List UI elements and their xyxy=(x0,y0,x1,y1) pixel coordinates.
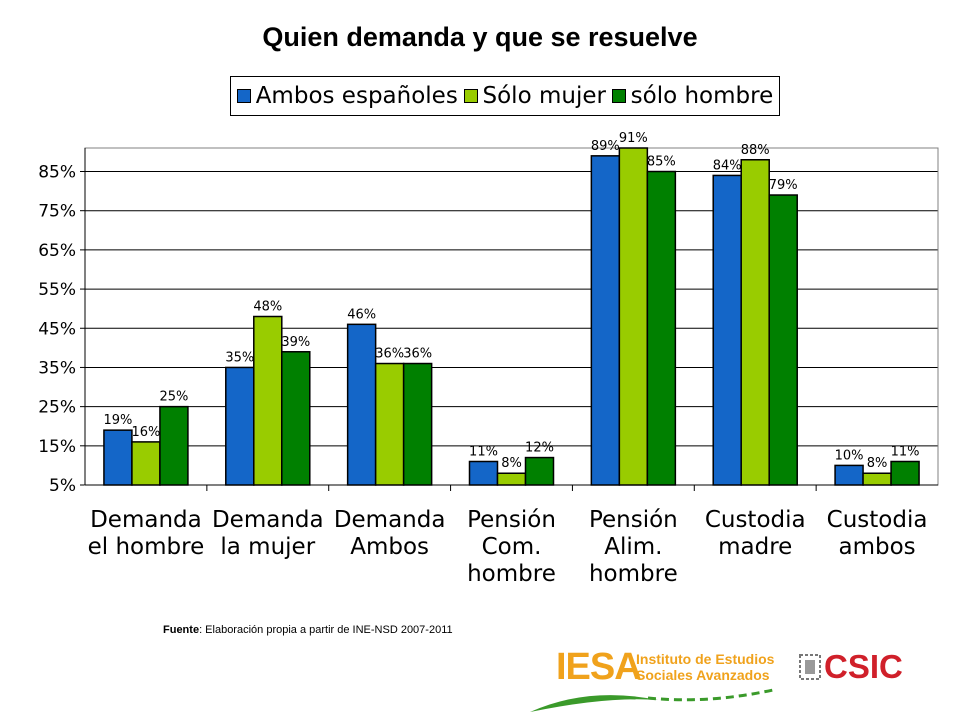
bar xyxy=(712,174,742,486)
x-tick-label: Custodia xyxy=(827,507,928,533)
legend-label: Sólo mujer xyxy=(482,83,606,109)
data-label: 88% xyxy=(741,143,770,158)
x-tick-label: el hombre xyxy=(88,534,205,560)
bar xyxy=(890,460,920,486)
bar xyxy=(740,159,770,486)
source-note: Fuente: Elaboración propia a partir de I… xyxy=(163,624,453,636)
x-tick-label: Com. xyxy=(482,534,542,560)
data-label: 85% xyxy=(647,155,676,170)
x-tick-label: madre xyxy=(718,534,792,560)
bar xyxy=(346,323,377,486)
data-label: 19% xyxy=(103,413,132,428)
x-tick-label: Alim. xyxy=(604,534,662,560)
x-tick-label: Demanda xyxy=(90,507,202,533)
iesa-logo-mark: IESA xyxy=(556,646,642,688)
x-tick-label: Demanda xyxy=(334,507,446,533)
iesa-swoosh-icon xyxy=(530,688,774,712)
y-tick-label: 75% xyxy=(38,202,76,222)
data-label: 36% xyxy=(403,347,432,362)
data-label: 8% xyxy=(867,456,888,471)
data-label: 46% xyxy=(347,307,376,322)
legend-swatch xyxy=(463,89,478,103)
bar xyxy=(225,366,255,486)
bar xyxy=(468,460,499,486)
data-label: 35% xyxy=(225,350,254,365)
chart-legend: Ambos españoles Sólo mujer sólo hombre xyxy=(230,76,780,116)
y-tick-label: 45% xyxy=(38,319,76,339)
bar xyxy=(103,429,133,486)
legend-item: Ambos españoles xyxy=(236,83,458,109)
bar xyxy=(374,362,405,486)
csic-emblem-icon xyxy=(799,654,821,680)
csic-logo-text: CSIC xyxy=(824,648,903,685)
data-label: 48% xyxy=(253,300,282,315)
y-tick-label: 55% xyxy=(38,280,76,300)
y-tick-label: 65% xyxy=(38,241,76,261)
bar xyxy=(834,464,864,486)
data-label: 39% xyxy=(281,335,310,350)
bar xyxy=(590,155,621,486)
data-label: 12% xyxy=(525,441,554,456)
source-text: : Elaboración propia a partir de INE-NSD… xyxy=(199,624,453,636)
source-label: Fuente xyxy=(163,624,200,636)
y-tick-label: 15% xyxy=(38,437,76,457)
x-tick-label: la mujer xyxy=(220,534,315,560)
bar xyxy=(253,315,283,486)
chart-title: Quien demanda y que se resuelve xyxy=(262,22,698,52)
data-label: 11% xyxy=(469,444,498,459)
csic-logo: CSIC xyxy=(798,650,928,684)
x-tick-label: Demanda xyxy=(212,507,324,533)
data-label: 11% xyxy=(891,444,920,459)
data-label: 91% xyxy=(619,131,648,146)
legend-label: sólo hombre xyxy=(630,83,774,109)
iesa-logo: IESA Instituto de Estudios Sociales Avan… xyxy=(528,648,778,716)
y-tick-label: 25% xyxy=(38,398,76,418)
y-tick-label: 35% xyxy=(38,358,76,378)
bar xyxy=(496,472,527,486)
data-label: 16% xyxy=(131,425,160,440)
data-label: 79% xyxy=(769,178,798,193)
legend-label: Ambos españoles xyxy=(255,83,458,109)
bar xyxy=(159,405,189,486)
plot-frame xyxy=(84,147,939,486)
data-label: 89% xyxy=(591,139,620,154)
legend-item: Sólo mujer xyxy=(463,83,606,109)
bar xyxy=(402,362,433,486)
data-label: 10% xyxy=(835,448,864,463)
x-tick-label: Pensión xyxy=(467,507,556,533)
bar xyxy=(862,472,892,486)
data-label: 25% xyxy=(159,390,188,405)
iesa-logo-line2: Sociales Avanzados xyxy=(636,667,770,683)
y-tick-label: 5% xyxy=(49,476,76,496)
legend-swatch xyxy=(236,89,251,103)
legend-swatch xyxy=(611,89,626,103)
data-label: 36% xyxy=(375,347,404,362)
x-tick-label: Ambos xyxy=(350,534,429,560)
x-tick-label: hombre xyxy=(589,561,678,587)
bar-chart: 5% 15% 25% 35% 45% 55% 65% 75% 85% 19%16% 25% Deman… xyxy=(38,131,939,587)
bar xyxy=(131,441,161,486)
bar xyxy=(524,456,555,486)
data-label: 84% xyxy=(713,158,742,173)
bar xyxy=(646,170,677,486)
bar xyxy=(281,351,311,486)
y-tick-label: 85% xyxy=(38,163,76,183)
x-tick-label: ambos xyxy=(838,534,915,560)
legend-item: sólo hombre xyxy=(611,83,774,109)
x-tick-label: Pensión xyxy=(589,507,678,533)
data-label: 8% xyxy=(501,456,522,471)
x-tick-label: hombre xyxy=(467,561,556,587)
bar xyxy=(618,147,649,486)
bar xyxy=(768,194,798,486)
x-tick-label: Custodia xyxy=(705,507,806,533)
iesa-logo-line1: Instituto de Estudios xyxy=(636,651,775,667)
